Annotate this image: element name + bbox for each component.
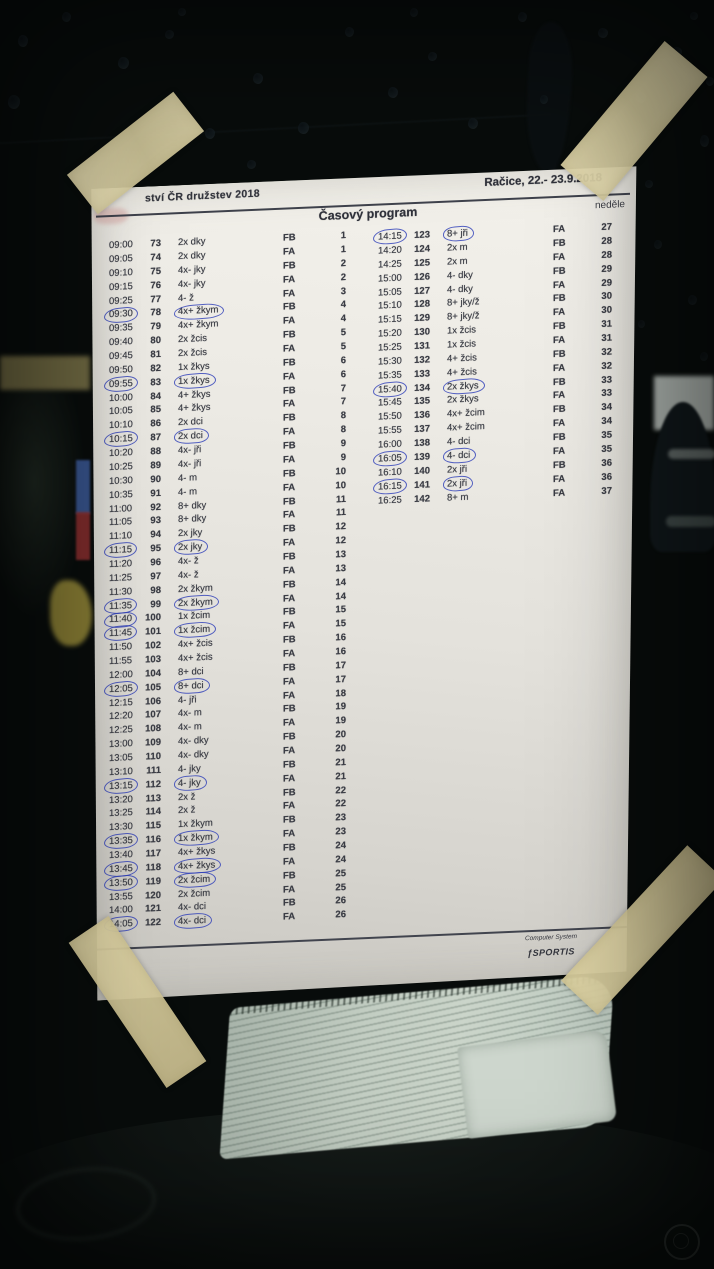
ink-circle: 11:35 [109, 599, 133, 612]
water-droplet [205, 128, 215, 139]
water-droplet [388, 87, 398, 98]
water-droplet [118, 57, 129, 69]
ink-circle: 2x žkym [178, 596, 213, 609]
ink-circle: 09:30 [109, 308, 133, 321]
schedule-column-morning: 09:00 73 2x dky FB 1 09:05 74 2x dky FA 1 09:10 75 4… [109, 229, 346, 932]
ink-circle: 2x žcim [178, 873, 211, 886]
reflection-detail [666, 516, 714, 527]
yellow-reflection-patch [50, 580, 92, 646]
left-reflection-band [0, 356, 90, 390]
water-droplet [8, 95, 20, 109]
water-droplet [298, 122, 309, 134]
ink-circle: 2x jři [447, 477, 468, 490]
blue-reflection-sliver [76, 460, 90, 514]
ink-circle: 13:15 [109, 779, 133, 792]
ink-circle: 2x jky [178, 541, 203, 554]
ink-circle: 10:15 [109, 433, 133, 446]
ink-circle: 16:05 [378, 452, 402, 465]
water-droplet [178, 8, 186, 16]
ink-circle: 8+ dci [178, 679, 204, 692]
reflection-detail [668, 449, 714, 459]
ink-circle: 4x+ žkym [178, 304, 219, 318]
water-droplet [428, 52, 437, 61]
ink-circle: 16:15 [378, 480, 402, 493]
ink-circle: 11:40 [109, 613, 133, 626]
water-droplet [688, 295, 697, 305]
water-droplet [468, 118, 478, 129]
water-droplet [518, 12, 527, 22]
water-droplet [654, 240, 662, 249]
water-droplet [62, 12, 71, 22]
car-reflection [650, 402, 714, 552]
water-droplet [253, 73, 263, 84]
location-date: Račice, 22.- 23.9.2018 [484, 172, 602, 190]
ink-circle: 8+ jři [447, 227, 468, 240]
ink-circle: 1x žcim [178, 624, 211, 637]
ink-circle: 4x- dci [178, 915, 206, 928]
ink-circle: 15:40 [378, 383, 402, 396]
water-droplet [645, 180, 653, 188]
water-droplet [638, 320, 645, 328]
water-droplet [18, 35, 28, 47]
ink-circle: 12:05 [109, 682, 133, 695]
camera-watermark-ring [664, 1224, 700, 1260]
ink-circle: 2x žkys [447, 379, 479, 393]
day-label: neděle [594, 199, 625, 212]
water-droplet [345, 27, 354, 37]
paper-sheet-on-dashboard [456, 1029, 618, 1139]
water-droplet [700, 352, 708, 361]
ink-circle: 1x žkys [178, 374, 210, 387]
water-droplet [706, 77, 714, 86]
water-droplet [540, 95, 548, 104]
water-droplet [690, 12, 698, 20]
water-droplet [165, 30, 174, 39]
schedule-paper: ství ČR družstev 2018 Račice, 22.- 23.9.… [88, 165, 638, 1001]
ink-circle: 1x žkym [178, 831, 213, 845]
water-droplet [700, 135, 709, 147]
ink-circle: 13:45 [109, 862, 133, 875]
ink-circle: 11:15 [109, 544, 133, 557]
schedule-column-afternoon: 14:15 123 8+ jři FA 27 14:20 124 2x m FB 28 14:25 1… [378, 221, 612, 508]
water-droplet [247, 160, 256, 169]
event-title: ství ČR družstev 2018 [145, 187, 260, 205]
water-droplet [598, 28, 608, 38]
ink-circle: 4- dci [447, 449, 471, 462]
ink-circle: 14:15 [378, 230, 402, 243]
footer-brand-line2: ƒSPORTIS [527, 946, 575, 959]
ink-circle: 4- jky [178, 776, 201, 789]
red-reflection-sliver [76, 512, 90, 560]
water-droplet [410, 8, 418, 17]
ink-circle: 2x dci [178, 430, 203, 443]
ink-circle: 13:35 [109, 835, 133, 848]
ink-circle: 4x+ žkys [178, 859, 216, 872]
ink-circle: 09:55 [109, 377, 133, 390]
ink-circle: 13:50 [109, 876, 133, 889]
ink-circle: 11:45 [109, 627, 133, 640]
